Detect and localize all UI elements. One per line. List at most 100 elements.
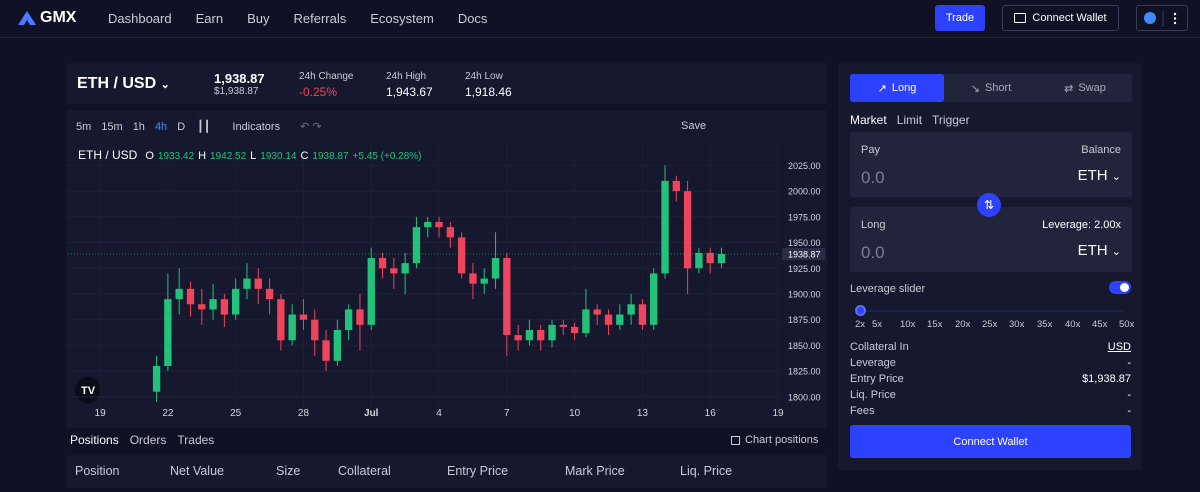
info-value: USD: [1107, 341, 1131, 353]
interval[interactable]: 4h: [154, 120, 168, 133]
candle-body: [717, 254, 726, 264]
tab-icon: ↘: [970, 82, 980, 95]
slider-mark[interactable]: 15x: [927, 319, 943, 330]
chart-positions[interactable]: Chart positions: [731, 434, 818, 446]
leverage-label: Leverage: 2.00x: [1042, 219, 1121, 231]
trade-tab[interactable]: ↘ Short: [944, 74, 1038, 102]
checkbox[interactable]: [731, 435, 740, 445]
swap-direction-button[interactable]: ⇅: [977, 193, 1001, 217]
trade-button[interactable]: Trade: [935, 5, 985, 31]
long-amount[interactable]: 0.0: [861, 243, 885, 262]
interval[interactable]: 5m: [76, 120, 92, 133]
positions-tab[interactable]: Trades: [177, 433, 215, 447]
candle-body: [288, 314, 296, 341]
candle-body: [446, 227, 455, 238]
slider-mark[interactable]: 40x: [1065, 319, 1081, 330]
slider-mark[interactable]: 30x: [1009, 319, 1025, 330]
interval[interactable]: 15m: [101, 120, 123, 133]
nav-link[interactable]: Docs: [457, 11, 488, 26]
trade-tab[interactable]: ↗ Long: [850, 74, 944, 102]
slider-mark[interactable]: 5x: [872, 319, 883, 330]
nav-bar: GMX Dashboard Earn Buy Referrals Ecosystem Do…: [0, 0, 1200, 38]
nav-link[interactable]: Earn: [195, 11, 224, 26]
nav-link[interactable]: Ecosystem: [370, 11, 434, 26]
slider-mark[interactable]: 10x: [900, 319, 916, 330]
leverage-toggle[interactable]: [1109, 281, 1131, 294]
y-tick-label: 1925.00: [788, 264, 821, 274]
long-token[interactable]: ETH ⌄: [1077, 242, 1121, 259]
candle-body: [570, 326, 579, 334]
tv-logo: TV: [75, 377, 101, 403]
candle-icon[interactable]: ┃┃: [197, 121, 211, 133]
pair-selector[interactable]: ETH / USD ⌄: [77, 75, 170, 92]
connect-wallet-button[interactable]: Connect Wallet: [850, 425, 1131, 458]
slider-track[interactable]: [855, 305, 1124, 316]
y-tick-label: 1850.00: [788, 341, 821, 351]
pay-token[interactable]: ETH ⌄: [1077, 167, 1121, 184]
candle-body: [491, 257, 500, 279]
ohlc-value: 1938.87: [312, 151, 349, 162]
ohlc-label: C: [300, 150, 309, 162]
order-type[interactable]: Market: [850, 113, 887, 127]
order-type[interactable]: Limit: [896, 113, 923, 127]
candle-body: [525, 329, 534, 341]
market-stat: 24h High 1,943.67: [386, 71, 433, 99]
last-price-label: 1938.87: [788, 250, 821, 260]
save-button[interactable]: Save: [681, 120, 707, 132]
wallet-icon: [1014, 13, 1027, 23]
nav-link[interactable]: Dashboard: [108, 11, 172, 26]
connect-text: Connect Wallet: [1032, 12, 1107, 24]
trade-tab[interactable]: ⇄ Swap: [1038, 74, 1132, 102]
x-tick-label: 22: [162, 408, 174, 419]
candle-body: [582, 309, 590, 334]
indicators-button[interactable]: Indicators: [232, 120, 281, 133]
slider-mark[interactable]: 2x: [855, 319, 866, 330]
chart-legend: ETH / USD O 1933.42 H 1942.52 L 1930.14 C 1938.8…: [78, 148, 422, 162]
x-tick-label: 10: [569, 408, 581, 419]
candle-body: [198, 304, 206, 310]
y-tick-label: 1875.00: [788, 315, 821, 325]
market-header: ETH / USD ⌄ 1,938.87 $1,938.87 24h Chang…: [66, 63, 827, 104]
candle-body: [604, 314, 613, 325]
logo[interactable]: GMX: [18, 9, 76, 27]
order-type[interactable]: Trigger: [932, 113, 970, 127]
nav-link[interactable]: Referrals: [293, 11, 347, 26]
network-button[interactable]: [1136, 5, 1188, 31]
market-stat: 24h Low 1,918.46: [465, 71, 512, 99]
ohlc-value: 1942.52: [210, 151, 247, 162]
positions-tab[interactable]: Positions: [70, 433, 119, 447]
info-value: -: [1127, 405, 1131, 417]
tab-icon: ↗: [877, 82, 887, 95]
slider-mark[interactable]: 25x: [982, 319, 998, 330]
slider-mark[interactable]: 45x: [1092, 319, 1108, 330]
pay-label: Pay: [861, 144, 880, 156]
column-header: Position: [75, 464, 120, 478]
info-value: -: [1127, 389, 1131, 401]
candle-body: [254, 278, 262, 289]
stat-value: 1,943.67: [386, 85, 433, 99]
slider-mark[interactable]: 20x: [955, 319, 971, 330]
x-tick-label: 19: [95, 408, 107, 419]
ohlc-label: O: [145, 150, 154, 162]
interval[interactable]: D: [177, 120, 186, 133]
candle-body: [706, 252, 714, 264]
undo-redo[interactable]: ↶ ↷: [300, 121, 322, 133]
symbol: ETH / USD: [78, 148, 138, 162]
y-tick-label: 1950.00: [788, 238, 821, 248]
svg-text:TV: TV: [81, 385, 96, 397]
ohlc-label: H: [198, 150, 207, 162]
slider-mark[interactable]: 50x: [1119, 319, 1135, 330]
candle-body: [220, 299, 229, 315]
connect-wallet-button[interactable]: Connect Wallet: [1002, 5, 1119, 31]
tab-text: Short: [984, 82, 1012, 94]
positions-tab[interactable]: Orders: [129, 433, 167, 447]
order-types: Market Limit Trigger: [850, 113, 970, 127]
slider-mark[interactable]: 35x: [1037, 319, 1053, 330]
nav-link[interactable]: Buy: [247, 11, 270, 26]
y-tick-label: 1800.00: [788, 392, 821, 402]
candle-body: [186, 288, 195, 305]
info-row: Fees -: [850, 405, 1131, 417]
pay-amount[interactable]: 0.0: [861, 168, 885, 187]
interval[interactable]: 1h: [132, 120, 145, 133]
